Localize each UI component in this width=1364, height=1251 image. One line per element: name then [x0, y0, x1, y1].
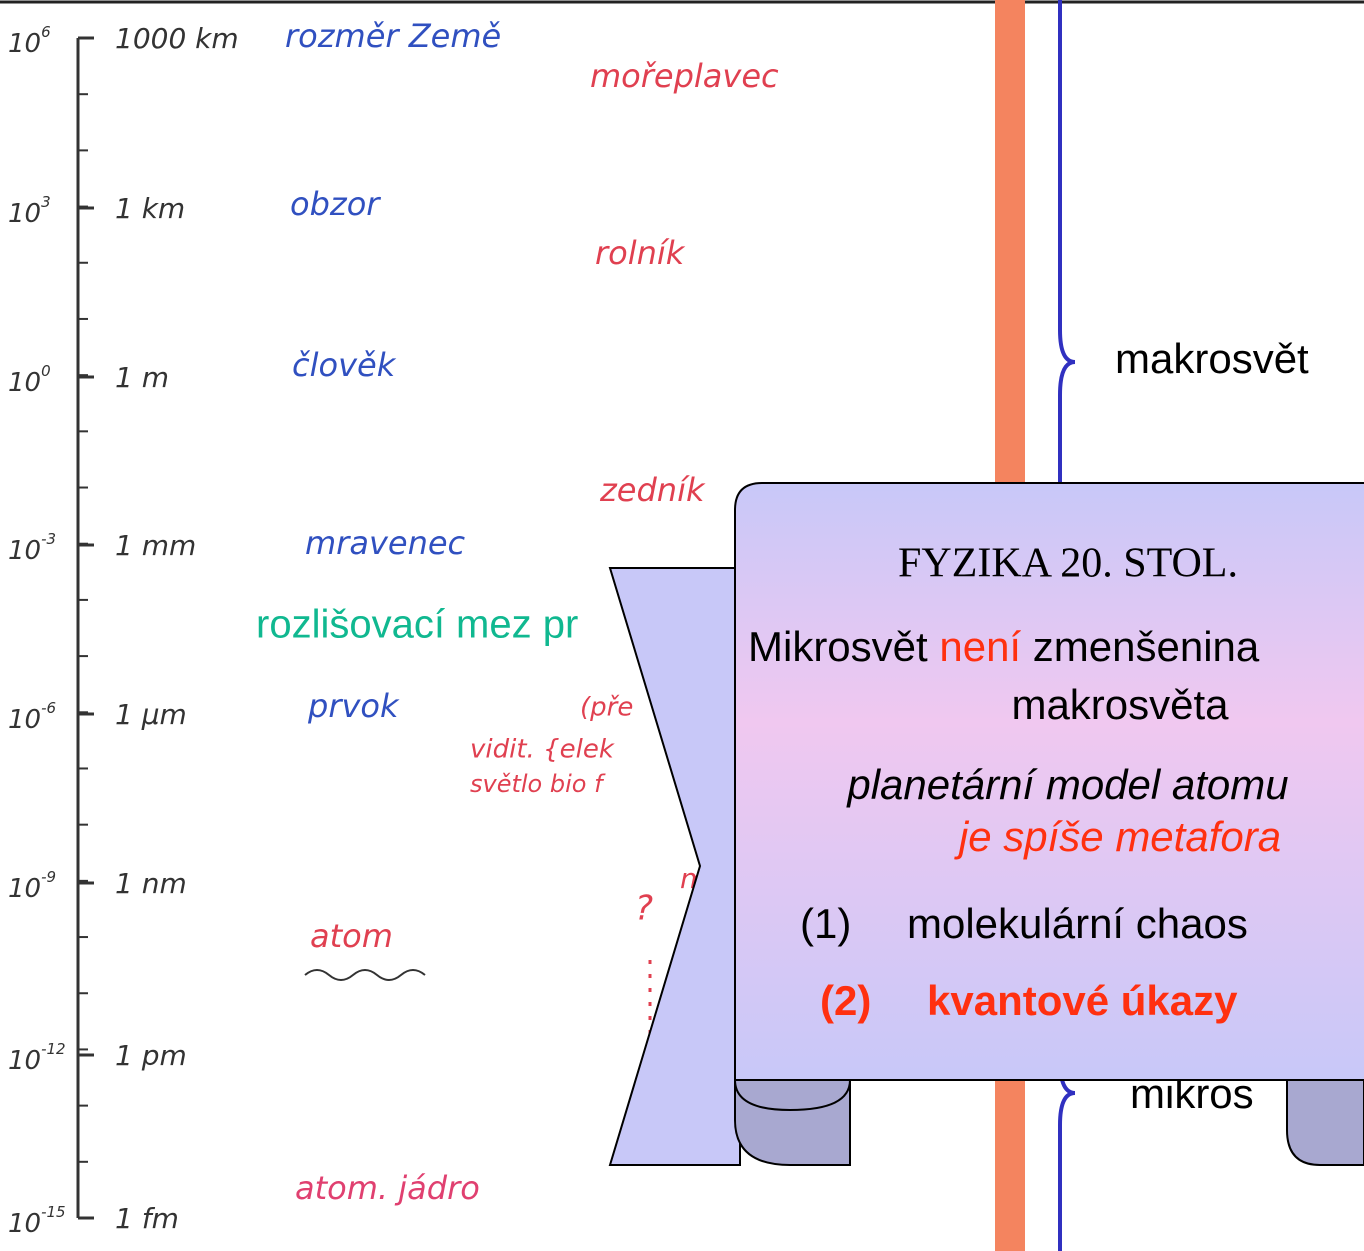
object-label: prvok — [307, 687, 400, 725]
exponent-base: 10 — [8, 1209, 41, 1239]
object-label: atom — [310, 917, 393, 955]
handwritten-fragment: vidit. {elek — [470, 735, 615, 765]
occupation-label: rolník — [595, 234, 686, 272]
object-label: mravenec — [305, 524, 466, 562]
exponent-base: 10 — [8, 536, 41, 566]
length-label: 1 pm — [115, 1039, 187, 1072]
banner-tail — [608, 567, 741, 1166]
length-label: 1 fm — [115, 1202, 179, 1235]
exponent-base: 10 — [8, 1046, 41, 1076]
exponent-power: -15 — [41, 1203, 66, 1221]
length-label: 1 km — [115, 192, 185, 225]
exponent-power: -6 — [41, 699, 56, 717]
handwritten-fragment: světlo bio f — [470, 770, 606, 798]
banner-segment: není — [939, 623, 1021, 670]
exponent-label: 10-15 — [8, 1203, 66, 1239]
banner-line: planetární model atomu — [845, 761, 1288, 808]
banner-curl-left — [734, 1079, 851, 1166]
occupation-label: zedník — [599, 471, 706, 509]
item-number: (1) — [800, 900, 851, 947]
exponent-power: -12 — [41, 1040, 66, 1058]
object-label: obzor — [290, 185, 381, 223]
exponent-power: -9 — [41, 868, 56, 886]
exponent-base: 10 — [8, 705, 41, 735]
banner-segment: Mikrosvět — [748, 623, 939, 670]
banner-line: Mikrosvět není zmenšenina — [748, 623, 1260, 670]
exponent-base: 10 — [8, 368, 41, 398]
handwritten-fragment: (pře — [580, 693, 633, 723]
banner-body — [734, 482, 1364, 1081]
atom-squiggle — [304, 969, 426, 981]
item-text: molekulární chaos — [907, 900, 1248, 947]
exponent-label: 10-3 — [8, 530, 56, 566]
exponent-label: 103 — [8, 193, 51, 229]
exponent-power: -3 — [41, 530, 56, 548]
brace-label: makrosvět — [1115, 335, 1309, 382]
exponent-power: 0 — [41, 362, 51, 380]
banner-title: FYZIKA 20. STOL. — [898, 541, 1238, 587]
exponent-power: 6 — [41, 23, 51, 41]
banner-segment: zmenšenina — [1021, 623, 1260, 670]
length-label: 1000 km — [115, 22, 239, 55]
item-text: kvantové úkazy — [927, 977, 1238, 1024]
banner-curl-right — [1286, 1079, 1364, 1166]
exponent-label: 100 — [8, 362, 51, 398]
exponent-label: 10-12 — [8, 1040, 66, 1076]
handwritten-fragment: ? — [635, 889, 653, 929]
banner-line: makrosvěta — [1011, 681, 1229, 728]
exponent-base: 10 — [8, 199, 41, 229]
item-number: (2) — [820, 977, 871, 1024]
object-label: atom. jádro — [295, 1169, 480, 1207]
exponent-label: 106 — [8, 23, 51, 59]
resolution-note: rozlišovací mez pr — [256, 603, 578, 647]
exponent-power: 3 — [41, 193, 51, 211]
length-label: 1 μm — [115, 698, 187, 731]
exponent-label: 10-6 — [8, 699, 56, 735]
occupation-label: mořeplavec — [590, 57, 779, 95]
object-label: rozměr Země — [285, 17, 501, 55]
banner-roll — [734, 1079, 851, 1112]
length-label: 1 mm — [115, 529, 196, 562]
exponent-label: 10-9 — [8, 868, 56, 904]
length-label: 1 m — [115, 361, 169, 394]
banner-line: je spíše metafora — [954, 813, 1281, 860]
object-label: člověk — [292, 346, 397, 384]
exponent-base: 10 — [8, 29, 41, 59]
exponent-base: 10 — [8, 874, 41, 904]
length-label: 1 nm — [115, 867, 187, 900]
banner: FYZIKA 20. STOL. Mikrosvět není zmenšenin… — [608, 482, 1364, 1166]
